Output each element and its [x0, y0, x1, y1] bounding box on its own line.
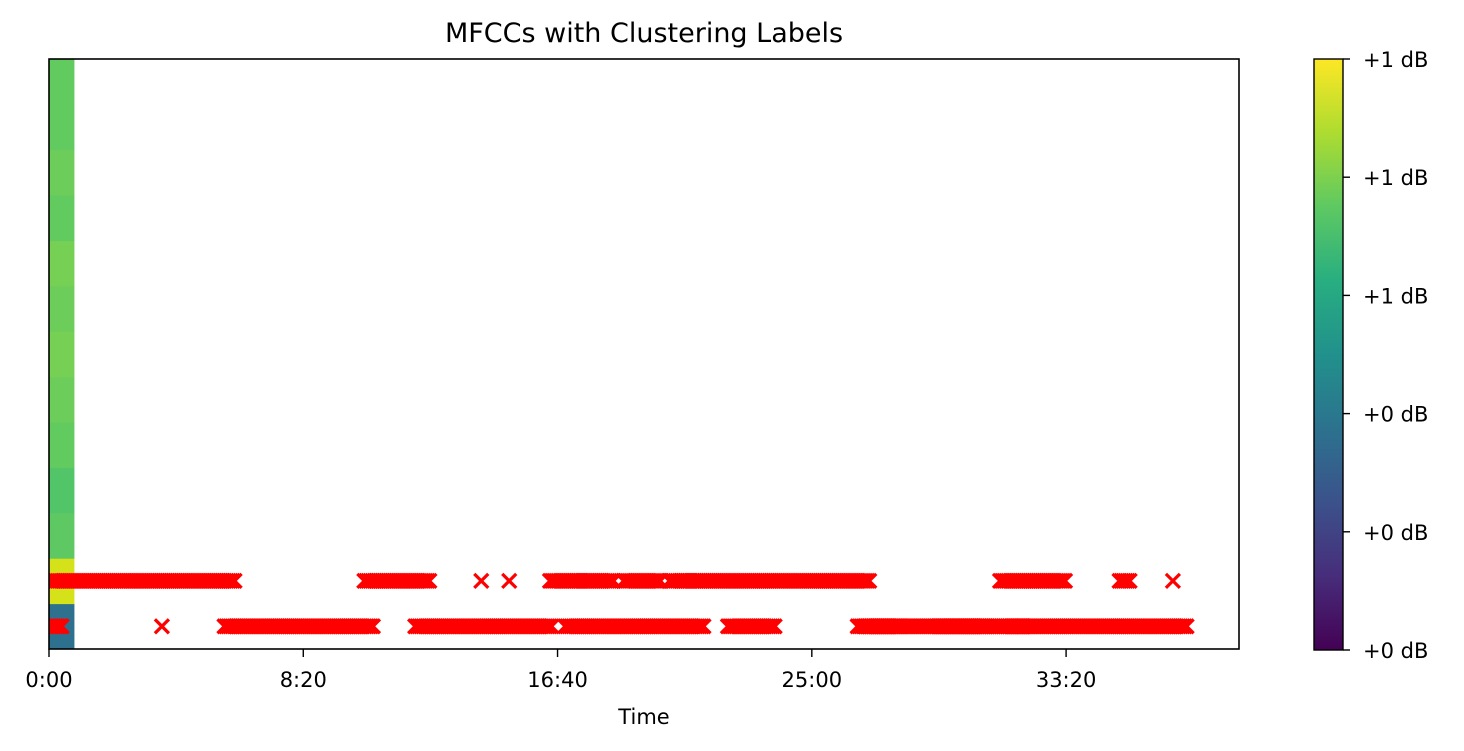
colorbar-tick-label: +0 dB [1363, 639, 1428, 663]
chart-title: MFCCs with Clustering Labels [445, 18, 843, 49]
colorbar-tick-label: +0 dB [1363, 521, 1428, 545]
heatmap-row [49, 59, 75, 105]
plot-frame [48, 58, 1240, 650]
cluster-marker [1121, 572, 1138, 590]
cluster-marker [861, 572, 878, 590]
colorbar-gradient [1314, 59, 1343, 650]
heatmap-row [49, 331, 75, 378]
cluster-marker [501, 572, 518, 590]
cluster-marker [1164, 572, 1182, 590]
colorbar-ticks: +0 dB +0 dB +0 dB +1 dB +1 dB +1 dB [1343, 48, 1428, 663]
cluster-marker [543, 618, 560, 635]
heatmap-row [49, 376, 75, 423]
plot-area [49, 59, 1195, 649]
colorbar-tick-label: +1 dB [1363, 166, 1428, 190]
cluster-marker [421, 572, 438, 590]
heatmap-row [49, 240, 75, 287]
heatmap-row [49, 422, 75, 468]
colorbar-tick-label: +1 dB [1363, 284, 1428, 308]
heatmap-row [49, 467, 75, 514]
colorbar-frame [1313, 58, 1344, 651]
x-axis-label: Time [617, 705, 669, 729]
heatmap-row [49, 149, 75, 196]
cluster-markers [49, 572, 1195, 635]
heatmap-row [49, 512, 75, 559]
cluster-marker [1178, 618, 1195, 635]
cluster-marker [766, 618, 783, 635]
cluster-marker [226, 572, 243, 590]
heatmap-row [49, 285, 75, 332]
cluster-marker [53, 618, 70, 635]
mfcc-heatmap [49, 59, 75, 649]
x-tick-label: 0:00 [25, 668, 72, 692]
colorbar-tick-label: +1 dB [1363, 48, 1428, 72]
cluster-marker [695, 618, 712, 635]
cluster-marker [1014, 618, 1032, 635]
colorbar: +0 dB +0 dB +0 dB +1 dB +1 dB +1 dB [1313, 48, 1428, 663]
cluster-marker [364, 618, 382, 635]
cluster-marker [473, 572, 490, 590]
heatmap-row [49, 195, 75, 242]
x-axis-ticks: 0:00 8:20 16:40 25:00 33:20 [25, 649, 1096, 692]
colorbar-tick-label: +0 dB [1363, 403, 1428, 427]
x-tick-label: 8:20 [280, 668, 327, 692]
cluster-marker [1056, 572, 1074, 590]
x-tick-label: 25:00 [782, 668, 843, 692]
x-tick-label: 33:20 [1036, 668, 1097, 692]
cluster-marker [153, 618, 171, 635]
x-tick-label: 16:40 [527, 668, 588, 692]
heatmap-row [49, 104, 75, 151]
